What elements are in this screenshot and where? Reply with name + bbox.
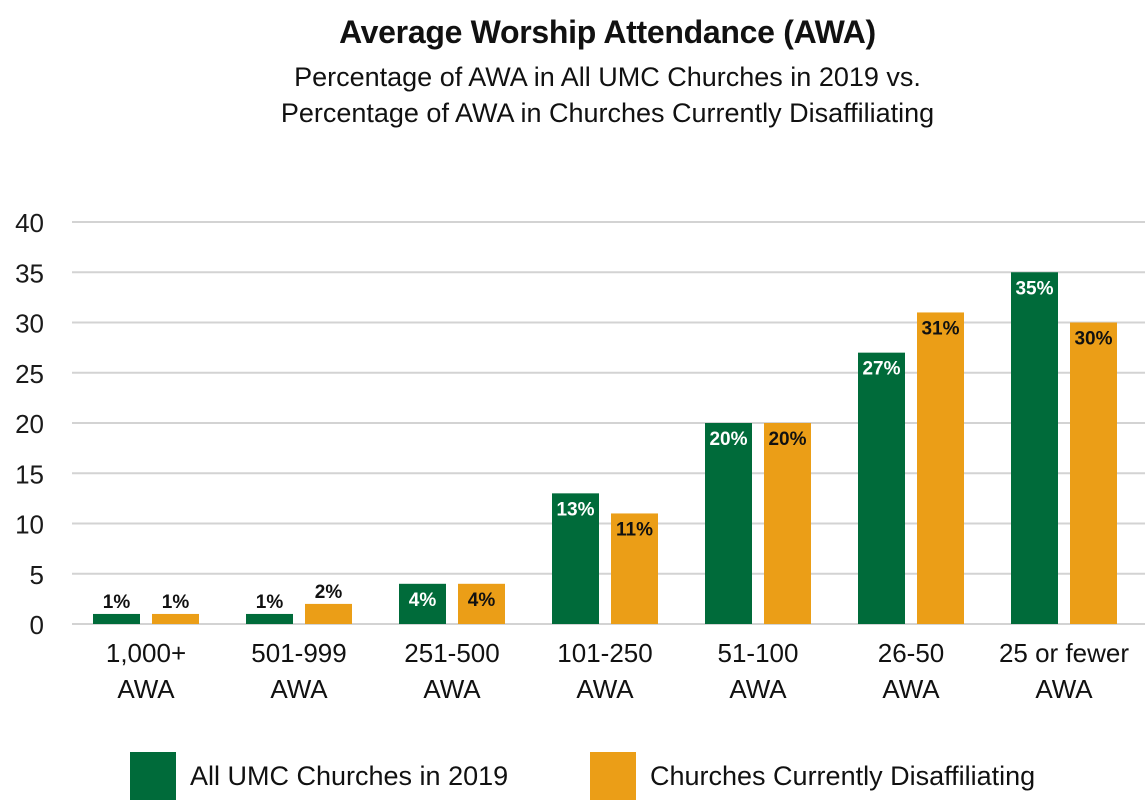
y-tick-label: 10: [15, 510, 44, 540]
data-label: 1%: [256, 592, 284, 613]
x-tick-label: 501-999: [251, 638, 346, 668]
legend-swatch-orange: [590, 752, 636, 800]
x-tick-label: 25 or fewer: [999, 638, 1129, 668]
x-tick-label: AWA: [576, 674, 634, 704]
y-tick-label: 15: [15, 459, 44, 489]
x-tick-label: 51-100: [718, 638, 799, 668]
data-label: 35%: [1015, 278, 1053, 299]
legend-label-disaffiliating: Churches Currently Disaffiliating: [650, 760, 1036, 791]
bar-disaffiliating: [305, 603, 352, 624]
x-tick-label: AWA: [117, 674, 175, 704]
data-label: 27%: [862, 359, 900, 380]
bar-all-umc: [399, 583, 446, 624]
data-label: 11%: [616, 519, 653, 540]
bar-all-umc: [93, 613, 140, 624]
bar-disaffiliating: [917, 312, 964, 624]
bar-disaffiliating: [1070, 322, 1117, 624]
y-tick-label: 25: [15, 359, 44, 389]
x-tick-label: 26-50: [878, 638, 945, 668]
chart-subtitle-line-1: Percentage of AWA in All UMC Churches in…: [294, 62, 921, 92]
legend-swatch-green: [130, 752, 176, 800]
x-tick-label: AWA: [423, 674, 481, 704]
data-label: 1%: [103, 592, 131, 613]
data-label: 2%: [315, 582, 343, 603]
data-label: 31%: [921, 318, 959, 339]
chart-title: Average Worship Attendance (AWA): [339, 14, 876, 50]
data-label: 1%: [162, 592, 190, 613]
y-tick-label: 35: [15, 258, 44, 288]
data-label: 20%: [768, 429, 806, 450]
bar-all-umc: [552, 493, 599, 624]
bar-disaffiliating: [611, 513, 658, 624]
x-tick-label: AWA: [729, 674, 787, 704]
bar-all-umc: [1011, 272, 1058, 624]
data-label: 4%: [468, 590, 496, 611]
y-tick-label: 0: [30, 610, 44, 640]
legend-item-disaffiliating: Churches Currently Disaffiliating: [590, 752, 1035, 800]
data-label: 30%: [1074, 329, 1112, 350]
chart-subtitle-line-2: Percentage of AWA in Churches Currently …: [280, 98, 935, 128]
y-tick-label: 30: [15, 309, 44, 339]
x-tick-label: AWA: [882, 674, 940, 704]
x-tick-label: 101-250: [557, 638, 652, 668]
y-tick-label: 5: [30, 560, 44, 590]
x-tick-label: 1,000+: [106, 638, 186, 668]
x-tick-label: AWA: [270, 674, 328, 704]
x-tick-label: AWA: [1035, 674, 1093, 704]
data-label: 13%: [556, 499, 594, 520]
legend-label-all-umc: All UMC Churches in 2019: [190, 760, 509, 791]
y-tick-label: 40: [15, 208, 44, 238]
bar-all-umc: [858, 352, 905, 624]
bar-disaffiliating: [764, 423, 811, 624]
bar-all-umc: [705, 423, 752, 624]
y-tick-label: 20: [15, 409, 44, 439]
legend-item-all-umc: All UMC Churches in 2019: [130, 752, 508, 800]
bar-all-umc: [246, 613, 293, 624]
bar-disaffiliating: [152, 613, 199, 624]
bar-chart: 0 5 10 15 20 25 30 35 40 1% 1% 1,000+ AWA 1% 2% 501-999…: [15, 208, 1145, 704]
bar-disaffiliating: [458, 583, 505, 624]
data-label: 4%: [409, 590, 437, 611]
data-label: 20%: [709, 429, 747, 450]
x-tick-label: 251-500: [404, 638, 499, 668]
